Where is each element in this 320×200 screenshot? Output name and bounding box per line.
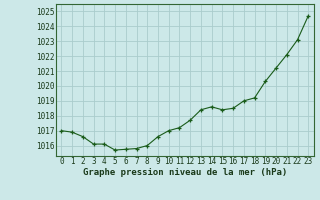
X-axis label: Graphe pression niveau de la mer (hPa): Graphe pression niveau de la mer (hPa) xyxy=(83,168,287,177)
